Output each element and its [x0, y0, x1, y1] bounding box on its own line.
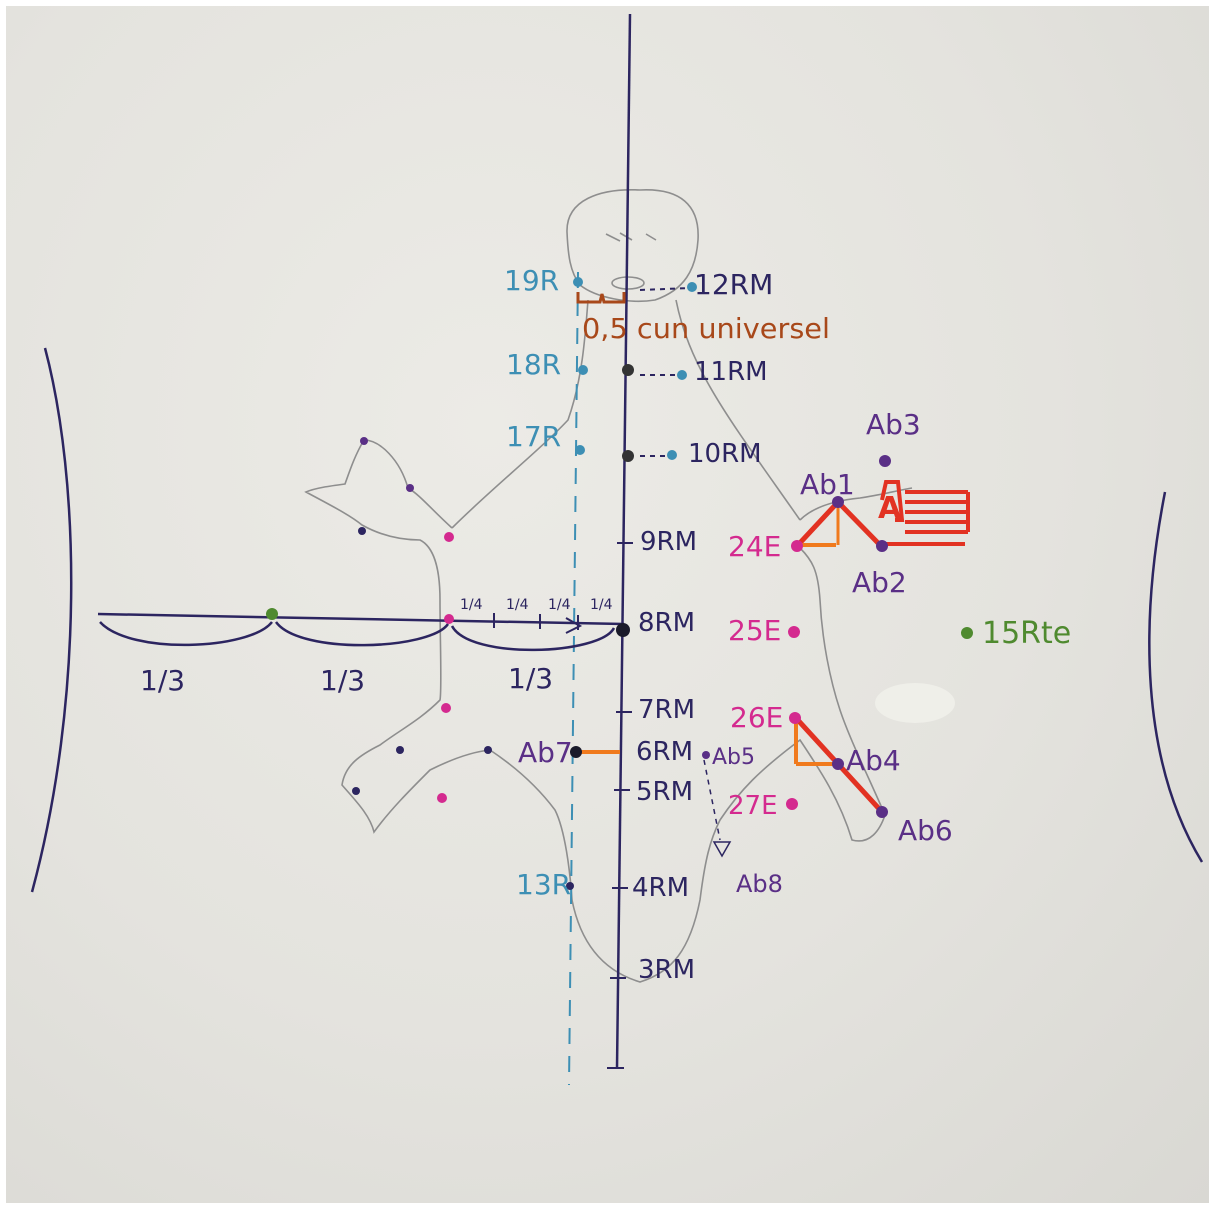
- half-cun-bracket: [576, 292, 626, 304]
- text-labels: 19R 12RM 0,5 cun universel 18R 11RM 17R …: [140, 264, 1071, 985]
- point-green-left: [266, 608, 278, 620]
- point-17r: [575, 445, 585, 455]
- label-5rm: 5RM: [636, 777, 693, 807]
- point-ab4: [832, 758, 844, 770]
- label-18r: 18R: [506, 348, 561, 381]
- third-arc-3: [450, 625, 616, 652]
- point-pink-8: [444, 614, 454, 624]
- third-arc-2: [274, 621, 450, 647]
- label-19r: 19R: [504, 264, 559, 297]
- label-ab8: Ab8: [736, 870, 783, 898]
- label-9rm: 9RM: [640, 527, 697, 557]
- label-25e: 25E: [728, 614, 781, 647]
- label-ab7: Ab7: [518, 736, 573, 769]
- label-12rm: 12RM: [694, 268, 773, 301]
- point-hand-1: [360, 437, 368, 445]
- label-quarter-4: 1/4: [590, 597, 613, 613]
- point-19r: [573, 277, 583, 287]
- point-ab3: [879, 455, 891, 467]
- acupoints: [266, 277, 973, 890]
- label-ab2: Ab2: [852, 566, 907, 599]
- label-universal: 0,5 cun universel: [582, 312, 830, 345]
- quarter-ticks: [493, 613, 583, 634]
- label-27e: 27E: [728, 791, 778, 821]
- label-ab4: Ab4: [846, 744, 901, 777]
- label-17r: 17R: [506, 420, 561, 453]
- pencil-homunculus: [304, 189, 913, 983]
- label-3rm: 3RM: [638, 955, 695, 985]
- point-leg-5: [437, 793, 447, 803]
- label-ab6: Ab6: [898, 814, 953, 847]
- label-10rm: 10RM: [688, 439, 762, 469]
- label-15rte: 15Rte: [982, 616, 1071, 651]
- point-24e: [791, 540, 803, 552]
- right-body-contour: [1148, 491, 1204, 863]
- point-leg-2: [396, 746, 404, 754]
- midline-axis: [615, 13, 632, 1069]
- label-24e: 24E: [728, 530, 781, 563]
- dotted-connectors: [639, 287, 691, 457]
- point-leg-3: [484, 746, 492, 754]
- label-quarter-1: 1/4: [460, 597, 483, 613]
- point-10rm: [667, 450, 677, 460]
- point-8rm: [616, 623, 630, 637]
- label-7rm: 7RM: [638, 695, 695, 725]
- label-ab3: Ab3: [866, 408, 921, 441]
- point-midline-11: [622, 364, 634, 376]
- dashed-lateral-line: [568, 271, 579, 1086]
- label-13r: 13R: [516, 868, 571, 901]
- horizontal-8rm-line: [97, 612, 625, 626]
- ab8-arrow: [703, 759, 732, 858]
- point-12rm: [687, 282, 697, 292]
- label-ab1: Ab1: [800, 468, 855, 501]
- point-13r: [566, 882, 574, 890]
- point-leg-1: [441, 703, 451, 713]
- point-26e: [789, 712, 801, 724]
- midline-ticks: [607, 542, 633, 1069]
- point-hand-4: [444, 532, 454, 542]
- label-8rm: 8RM: [638, 608, 695, 638]
- point-midline-10: [622, 450, 634, 462]
- point-hand-2: [406, 484, 414, 492]
- point-hand-3: [358, 527, 366, 535]
- point-15rte: [961, 627, 973, 639]
- point-ab1: [832, 496, 844, 508]
- point-25e: [788, 626, 800, 638]
- label-third-1: 1/3: [140, 664, 185, 697]
- label-third-2: 1/3: [320, 664, 365, 697]
- point-leg-4: [352, 787, 360, 795]
- point-ab2: [876, 540, 888, 552]
- point-27e: [786, 798, 798, 810]
- paper-sheet: 19R 12RM 0,5 cun universel 18R 11RM 17R …: [6, 6, 1209, 1203]
- label-26e: 26E: [730, 701, 783, 734]
- ab-triangle-upper: [796, 500, 882, 547]
- label-quarter-2: 1/4: [506, 597, 529, 613]
- label-11rm: 11RM: [694, 357, 768, 387]
- label-third-3: 1/3: [508, 662, 553, 695]
- red-hand-sketch: [880, 480, 970, 546]
- point-11rm: [677, 370, 687, 380]
- label-6rm: 6RM: [636, 737, 693, 767]
- third-arc-1: [99, 621, 273, 647]
- left-body-contour: [30, 347, 73, 893]
- label-a: A: [878, 491, 902, 526]
- acupuncture-abdomen-diagram: 19R 12RM 0,5 cun universel 18R 11RM 17R …: [30, 13, 1204, 1086]
- smudge: [875, 683, 955, 723]
- label-quarter-3: 1/4: [548, 597, 571, 613]
- point-18r: [578, 365, 588, 375]
- point-ab5: [702, 751, 710, 759]
- label-ab5: Ab5: [712, 745, 755, 770]
- point-ab6: [876, 806, 888, 818]
- label-4rm: 4RM: [632, 873, 689, 903]
- point-ab7: [570, 746, 582, 758]
